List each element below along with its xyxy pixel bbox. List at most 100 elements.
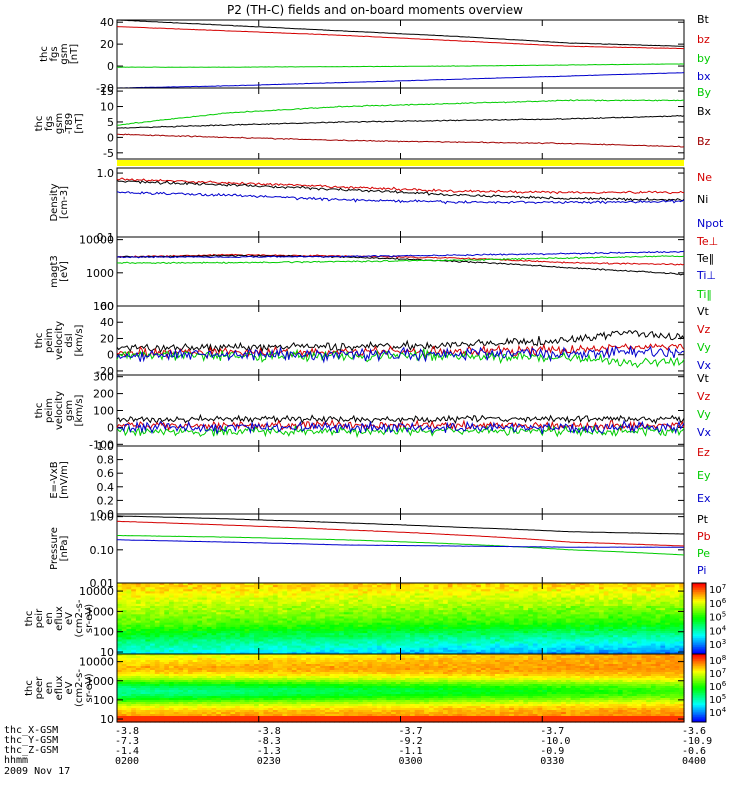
- spectrogram-cell: [225, 647, 231, 651]
- spectrogram-cell: [121, 654, 128, 657]
- spectrogram-cell: [282, 597, 288, 601]
- spectrogram-cell: [386, 614, 392, 618]
- spectrogram-cell: [386, 643, 392, 647]
- spectrogram-cell: [164, 622, 170, 626]
- spectrogram-cell: [206, 585, 213, 588]
- spectrogram-cell: [131, 608, 137, 611]
- spectrogram-cell: [230, 635, 236, 638]
- spectrogram-cell: [480, 591, 487, 595]
- spectrogram-cell: [197, 587, 203, 590]
- spectrogram-cell: [646, 608, 652, 611]
- spectrogram-cell: [650, 647, 657, 651]
- spectrogram-cell: [348, 605, 354, 609]
- spectrogram-cell: [419, 585, 425, 588]
- spectrogram-cell: [310, 587, 317, 590]
- spectrogram-cell: [537, 605, 543, 609]
- spectrogram-cell: [140, 601, 146, 605]
- spectrogram-cell: [145, 656, 151, 659]
- spectrogram-cell: [603, 595, 609, 599]
- spectrogram-cell: [216, 651, 222, 655]
- spectrogram-cell: [452, 605, 458, 609]
- spectrogram-cell: [608, 643, 614, 647]
- spectrogram-cell: [192, 620, 198, 624]
- spectrogram-cell: [287, 633, 293, 636]
- spectrogram-cell: [225, 612, 231, 615]
- spectrogram-cell: [447, 641, 454, 645]
- spectrogram-cell: [546, 660, 553, 663]
- spectrogram-cell: [376, 583, 383, 586]
- spectrogram-cell: [570, 583, 576, 586]
- spectrogram-cell: [409, 628, 416, 632]
- spectrogram-cell: [334, 591, 340, 595]
- spectrogram-cell: [357, 649, 364, 653]
- spectrogram-cell: [230, 608, 236, 611]
- spectrogram-cell: [117, 597, 123, 601]
- spectrogram-cell: [495, 647, 501, 651]
- spectrogram-cell: [230, 589, 236, 592]
- spectrogram-cell: [178, 639, 184, 643]
- spectrogram-cell: [376, 620, 383, 624]
- spectrogram-cell: [249, 639, 255, 643]
- spectrogram-cell: [168, 585, 175, 588]
- spectrogram-cell: [206, 608, 213, 611]
- spectrogram-cell: [471, 637, 477, 640]
- y-axis-label-line: Pressure: [49, 527, 60, 570]
- spectrogram-cell: [159, 585, 165, 588]
- spectrogram-cell: [509, 628, 515, 632]
- spectrogram-cell: [357, 620, 364, 624]
- spectrogram-cell: [466, 633, 472, 636]
- spectrogram-cell: [565, 658, 572, 661]
- spectrogram-cell: [518, 593, 524, 597]
- spectrogram-cell: [542, 628, 548, 632]
- spectrogram-cell: [315, 591, 321, 595]
- spectrogram-cell: [617, 587, 624, 590]
- spectrogram-cell: [650, 603, 657, 607]
- spectrogram-cell: [310, 603, 317, 607]
- spectrogram-cell: [343, 610, 350, 613]
- spectrogram-cell: [584, 593, 591, 597]
- spectrogram-cell: [381, 612, 387, 615]
- spectrogram-cell: [641, 635, 647, 638]
- spectrogram-cell: [414, 637, 420, 640]
- spectrogram-cell: [282, 589, 288, 592]
- spectrogram-cell: [632, 599, 638, 603]
- spectrogram-cell: [159, 637, 165, 640]
- spectrogram-cell: [461, 587, 468, 590]
- spectrogram-cell: [641, 605, 647, 609]
- spectrogram-cell: [598, 605, 605, 609]
- spectrogram-cell: [499, 645, 506, 649]
- legend-Ex: Ex: [697, 492, 711, 505]
- spectrogram-cell: [608, 660, 614, 663]
- spectrogram-cell: [646, 658, 652, 661]
- spectrogram-cell: [206, 660, 213, 663]
- spectrogram-cell: [556, 637, 562, 640]
- spectrogram-cell: [391, 620, 397, 624]
- spectrogram-cell: [376, 610, 383, 613]
- spectrogram-cell: [528, 595, 534, 599]
- spectrogram-cell: [447, 614, 454, 618]
- spectrogram-cell: [376, 662, 383, 665]
- spectrogram-cell: [565, 608, 572, 611]
- spectrogram-cell: [679, 612, 685, 615]
- spectrogram-cell: [617, 624, 624, 628]
- spectrogram-cell: [145, 585, 151, 588]
- spectrogram-cell: [650, 614, 657, 618]
- spectrogram-cell: [584, 635, 591, 638]
- spectrogram-cell: [532, 597, 539, 601]
- spectrogram-cell: [254, 643, 260, 647]
- spectrogram-cell: [244, 622, 250, 626]
- spectrogram-cell: [655, 624, 661, 628]
- spectrogram-cell: [471, 620, 477, 624]
- spectrogram-cell: [513, 605, 520, 609]
- spectrogram-cell: [561, 649, 567, 653]
- spectrogram-cell: [419, 593, 425, 597]
- spectrogram-cell: [419, 583, 425, 586]
- spectrogram-cell: [400, 647, 406, 651]
- spectrogram-cell: [258, 605, 265, 609]
- spectrogram-cell: [641, 660, 647, 663]
- spectrogram-cell: [575, 599, 581, 603]
- spectrogram-cell: [126, 587, 132, 590]
- spectrogram-cell: [674, 645, 680, 649]
- spectrogram-cell: [603, 614, 609, 618]
- spectrogram-cell: [613, 599, 619, 603]
